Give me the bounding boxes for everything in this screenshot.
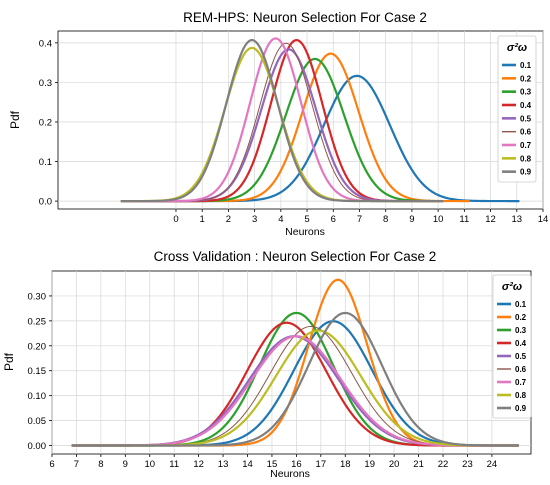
chart-1-legend-label: 0.6 [520, 128, 532, 137]
chart-1-x-tick-label: 3 [252, 214, 257, 225]
chart-1-y-tick-label: 0.2 [39, 117, 52, 128]
chart-2-plot-area [51, 270, 532, 455]
chart-2-x-tick-label: 17 [316, 459, 327, 470]
chart-2-series-line-0-9 [71, 311, 519, 447]
chart-1-curves [120, 37, 520, 203]
chart-1-y-tick-label: 0.1 [39, 157, 52, 168]
chart-1-legend-label: 0.2 [520, 74, 532, 83]
chart-1-legend-label: 0.8 [520, 154, 532, 163]
chart-2-legend-label: 0.9 [515, 404, 527, 413]
chart-2-legend-label: 0.6 [515, 365, 527, 374]
chart-1-y-axis-label: Pdf [8, 110, 22, 129]
chart-1-y-tick-label: 0.0 [39, 197, 52, 208]
chart-2-x-tick-label: 23 [462, 459, 473, 470]
chart-2-x-tick-label: 21 [413, 459, 424, 470]
chart-2-legend-label: 0.1 [515, 300, 527, 309]
chart-2-x-tick-label: 10 [144, 459, 155, 470]
chart-1-legend-title: σ²ω [507, 42, 527, 54]
chart-1-legend-label: 0.9 [520, 168, 532, 177]
chart-1-x-axis-label: Neurons [285, 226, 325, 238]
chart-1-x-tick-label: 1 [200, 214, 205, 225]
chart-2-x-axis-label: Neurons [270, 468, 310, 480]
chart-1-title: REM-HPS: Neuron Selection For Case 2 [183, 10, 427, 25]
chart-2-x-tick-label: 12 [193, 459, 204, 470]
chart-2-x-tick-label: 18 [340, 459, 351, 470]
chart-2-y-tick-label: 0.00 [28, 441, 47, 452]
chart-2-legend: σ²ω 0.1 0.2 0.3 0.4 0.5 0.6 0.7 0.8 0.9 [492, 274, 532, 419]
chart-2-y-tick-label: 0.10 [28, 391, 47, 402]
chart-2-y-tick-label: 0.15 [28, 366, 47, 377]
chart-1-series-line-0-9 [120, 39, 444, 203]
chart-1-x-tick-label: 6 [331, 214, 336, 225]
chart-1-x-tick-label: 0 [173, 214, 178, 225]
chart-2-x-tick-label: 15 [267, 459, 278, 470]
chart-1-legend-label: 0.7 [520, 141, 532, 150]
chart-2-curves [71, 278, 519, 447]
chart-1-x-tick-label: 5 [304, 214, 309, 225]
chart-2-x-tick-label: 24 [487, 459, 498, 470]
chart-2-legend-label: 0.4 [515, 339, 527, 348]
chart-2-legend-label: 0.8 [515, 391, 527, 400]
chart-2-x-tick-label: 9 [123, 459, 128, 470]
chart-2-title: Cross Validation : Neuron Selection For … [154, 249, 437, 264]
chart-1-x-tick-label: 10 [433, 214, 444, 225]
chart-1-x-tick-label: 14 [538, 214, 549, 225]
chart-2-x-tick-label: 19 [364, 459, 375, 470]
chart-2-legend-label: 0.2 [515, 313, 527, 322]
chart-1-x-tick-label: 7 [357, 214, 362, 225]
chart-1-y-tick-label: 0.3 [39, 78, 52, 89]
chart-1-x-tick-label: 8 [383, 214, 388, 225]
chart-2-legend-title: σ²ω [502, 281, 522, 293]
chart-1-x-tick-label: 9 [409, 214, 414, 225]
chart-2-legend-label: 0.7 [515, 378, 527, 387]
chart-1-ticks: 0 1 2 3 4 5 6 7 8 9 10 11 12 13 140.00.10.20.30.4 [39, 38, 549, 225]
chart-1-legend-label: 0.3 [520, 88, 532, 97]
chart-2: Cross Validation : Neuron Selection For … [2, 249, 532, 480]
chart-2-x-tick-label: 8 [98, 459, 103, 470]
chart-1-y-tick-label: 0.4 [39, 38, 52, 49]
chart-1-legend-label: 0.4 [520, 101, 532, 110]
chart-2-x-tick-label: 22 [438, 459, 449, 470]
chart-1-legend-label: 0.5 [520, 114, 532, 123]
chart-1-legend: σ²ω 0.1 0.2 0.3 0.4 0.5 0.6 0.7 0.8 0.9 [497, 35, 537, 183]
chart-1-x-tick-label: 2 [226, 214, 231, 225]
chart-2-x-tick-label: 7 [74, 459, 79, 470]
chart-2-x-tick-label: 11 [169, 459, 179, 470]
chart-2-x-tick-label: 14 [242, 459, 253, 470]
chart-2-ticks: 6 7 8 9 10 11 12 13 14 15 16 17 18 19 20 21 22 23 24 0.00 0.… [28, 291, 498, 470]
chart-2-x-tick-label: 13 [218, 459, 229, 470]
chart-2-legend-label: 0.3 [515, 326, 527, 335]
chart-2-y-tick-label: 0.25 [28, 316, 47, 327]
chart-2-y-axis-label: Pdf [2, 352, 16, 371]
chart-2-legend-label: 0.5 [515, 352, 527, 361]
chart-2-y-tick-label: 0.20 [28, 341, 47, 352]
chart-2-x-tick-label: 20 [389, 459, 400, 470]
chart-1-x-tick-label: 13 [511, 214, 522, 225]
chart-1-x-tick-label: 4 [278, 214, 283, 225]
chart-2-x-tick-label: 16 [291, 459, 302, 470]
chart-2-y-tick-label: 0.30 [28, 291, 47, 302]
chart-2-y-tick-label: 0.05 [28, 416, 47, 427]
chart-1-x-tick-label: 12 [485, 214, 496, 225]
chart-2-x-tick-label: 6 [49, 459, 54, 470]
chart-1-x-tick-label: 11 [459, 214, 469, 225]
chart-1-legend-label: 0.1 [520, 61, 532, 70]
